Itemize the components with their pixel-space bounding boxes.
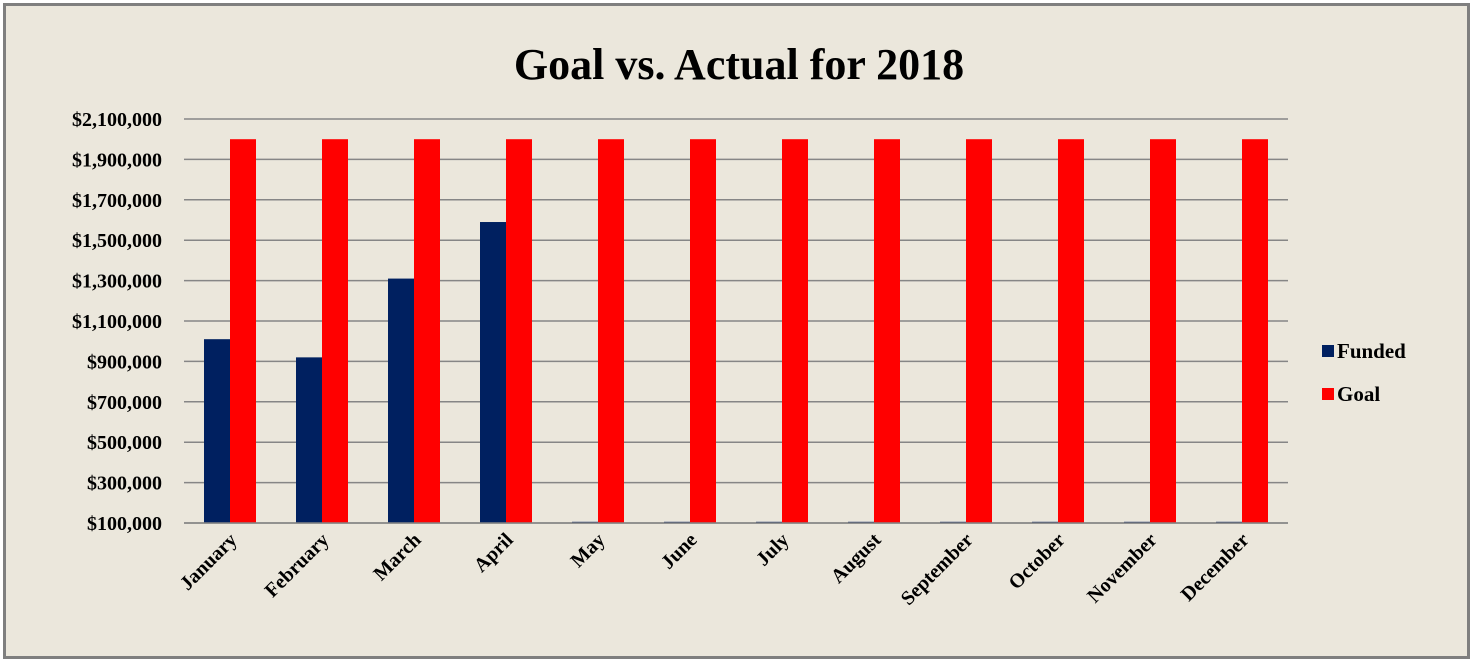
- y-tick-label: $100,000: [87, 513, 162, 535]
- legend-swatch-funded: [1322, 345, 1334, 357]
- bar-funded-february: [296, 357, 322, 523]
- x-tick-label: October: [1004, 529, 1069, 594]
- y-tick-label: $1,300,000: [72, 271, 162, 293]
- bar-goal-april: [506, 139, 532, 523]
- y-tick-label: $1,500,000: [72, 230, 162, 252]
- chart-title: Goal vs. Actual for 2018: [514, 40, 964, 89]
- x-tick-label: April: [470, 529, 518, 577]
- bar-funded-january: [204, 339, 230, 523]
- bar-funded-march: [388, 278, 414, 523]
- y-axis: $100,000 $300,000 $500,000 $700,000 $900,000…: [72, 109, 162, 535]
- bar-goal-december: [1242, 139, 1268, 523]
- x-tick-label: January: [176, 529, 242, 595]
- legend-swatch-goal: [1322, 388, 1334, 400]
- y-tick-label: $500,000: [87, 432, 162, 454]
- grid-lines: [184, 118, 1288, 524]
- x-tick-label: November: [1083, 529, 1161, 607]
- x-tick-label: July: [752, 529, 793, 570]
- x-axis: January February March April May June July Augu…: [176, 522, 1288, 610]
- bar-goal-november: [1150, 139, 1176, 523]
- bar-goal-march: [414, 139, 440, 523]
- x-tick-label: February: [261, 529, 334, 602]
- y-tick-label: $700,000: [87, 392, 162, 414]
- bar-goal-january: [230, 139, 256, 523]
- bar-chart: Goal vs. Actual for 2018 $100,000 $300,00…: [72, 40, 1406, 610]
- x-tick-label: March: [369, 529, 425, 585]
- legend: Funded Goal: [1322, 339, 1406, 406]
- bar-goal-august: [874, 139, 900, 523]
- chart-frame: Goal vs. Actual for 2018 $100,000 $300,00…: [3, 3, 1470, 659]
- bar-goal-june: [690, 139, 716, 523]
- bar-goal-october: [1058, 139, 1084, 523]
- y-tick-label: $1,700,000: [72, 190, 162, 212]
- legend-label-funded: Funded: [1337, 339, 1406, 363]
- legend-label-goal: Goal: [1337, 382, 1380, 406]
- x-tick-label: August: [827, 529, 886, 588]
- y-tick-label: $1,100,000: [72, 311, 162, 333]
- bar-goal-february: [322, 139, 348, 523]
- bar-goal-may: [598, 139, 624, 523]
- x-tick-label: December: [1177, 529, 1254, 606]
- x-tick-label: September: [897, 529, 978, 610]
- y-tick-label: $900,000: [87, 351, 162, 373]
- y-tick-label: $300,000: [87, 473, 162, 495]
- x-tick-label: June: [657, 529, 702, 574]
- bar-goal-september: [966, 139, 992, 523]
- y-tick-label: $1,900,000: [72, 149, 162, 171]
- bar-goal-july: [782, 139, 808, 523]
- y-tick-label: $2,100,000: [72, 109, 162, 131]
- x-tick-label: May: [566, 529, 609, 572]
- bar-funded-april: [480, 222, 506, 523]
- bars: [204, 139, 1268, 523]
